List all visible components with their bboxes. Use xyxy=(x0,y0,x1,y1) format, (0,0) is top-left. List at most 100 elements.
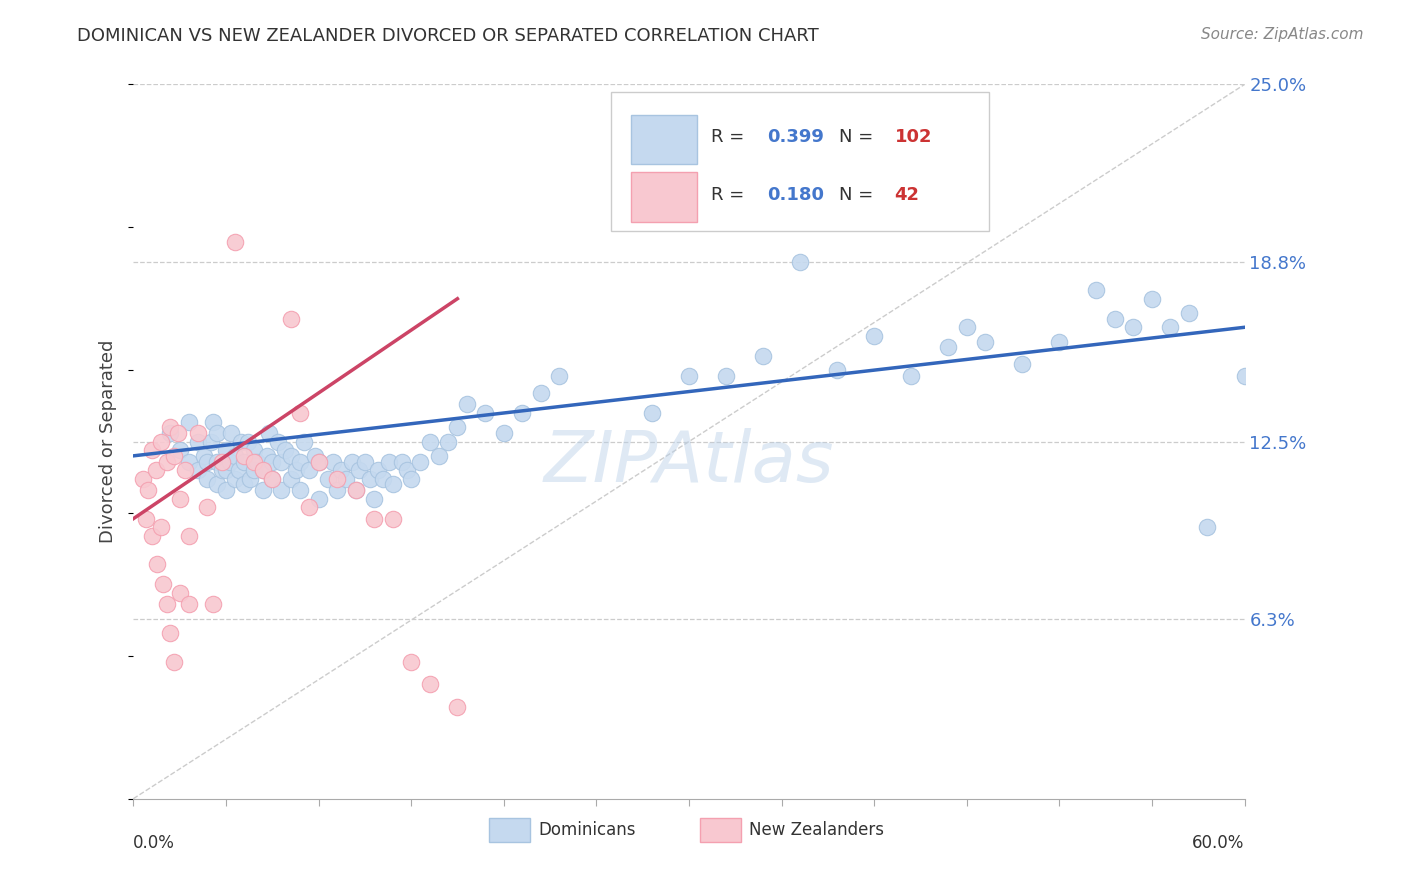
Text: ZIPAtlas: ZIPAtlas xyxy=(544,428,834,498)
Point xyxy=(396,463,419,477)
Point xyxy=(936,340,959,354)
Point xyxy=(156,598,179,612)
Point xyxy=(150,434,173,449)
Point xyxy=(136,483,159,497)
Point xyxy=(270,454,292,468)
Point xyxy=(150,520,173,534)
Point xyxy=(256,449,278,463)
Point xyxy=(292,434,315,449)
Text: R =: R = xyxy=(711,186,751,204)
Point xyxy=(239,472,262,486)
Point xyxy=(1085,283,1108,297)
Point xyxy=(363,491,385,506)
Point xyxy=(335,472,357,486)
Text: 0.399: 0.399 xyxy=(766,128,824,145)
Point xyxy=(308,454,330,468)
Point xyxy=(378,454,401,468)
Point xyxy=(187,434,209,449)
Point xyxy=(163,655,186,669)
Point xyxy=(288,406,311,420)
Point xyxy=(456,397,478,411)
Point xyxy=(205,425,228,440)
Point xyxy=(825,363,848,377)
Text: 60.0%: 60.0% xyxy=(1192,834,1244,853)
Point xyxy=(770,192,793,206)
Point xyxy=(363,512,385,526)
Y-axis label: Divorced or Separated: Divorced or Separated xyxy=(100,340,117,543)
Point xyxy=(752,349,775,363)
Point xyxy=(257,425,280,440)
Point xyxy=(304,449,326,463)
Point xyxy=(163,449,186,463)
Point xyxy=(789,254,811,268)
Point xyxy=(177,598,200,612)
Point xyxy=(224,472,246,486)
Point xyxy=(221,425,243,440)
Point xyxy=(169,586,191,600)
Point xyxy=(242,454,264,468)
Point xyxy=(359,472,381,486)
FancyBboxPatch shape xyxy=(612,92,988,231)
Point xyxy=(1047,334,1070,349)
Point xyxy=(714,368,737,383)
Point xyxy=(326,472,349,486)
Point xyxy=(228,463,250,477)
Point xyxy=(956,320,979,334)
Text: 102: 102 xyxy=(894,128,932,145)
Point xyxy=(159,425,181,440)
FancyBboxPatch shape xyxy=(631,115,697,164)
Point xyxy=(322,454,344,468)
Point xyxy=(193,449,215,463)
Point xyxy=(326,483,349,497)
Point xyxy=(177,415,200,429)
Point xyxy=(252,483,274,497)
Point xyxy=(344,483,367,497)
Point xyxy=(262,472,284,486)
Point xyxy=(280,472,302,486)
Point xyxy=(316,472,339,486)
Point xyxy=(288,454,311,468)
Point xyxy=(200,434,222,449)
Point xyxy=(285,463,308,477)
Point xyxy=(174,463,197,477)
Point xyxy=(446,700,468,714)
Point xyxy=(340,454,363,468)
Point xyxy=(215,443,238,458)
Point xyxy=(215,463,238,477)
Point xyxy=(437,434,460,449)
Point xyxy=(141,529,163,543)
Point xyxy=(145,463,167,477)
Text: 42: 42 xyxy=(894,186,920,204)
Point xyxy=(197,454,219,468)
Point xyxy=(205,454,228,468)
Point xyxy=(381,512,404,526)
Point xyxy=(169,443,191,458)
Point xyxy=(308,491,330,506)
Text: N =: N = xyxy=(839,186,879,204)
Point xyxy=(205,477,228,491)
Point xyxy=(863,329,886,343)
Point xyxy=(678,368,700,383)
Text: R =: R = xyxy=(711,128,751,145)
Point xyxy=(419,677,441,691)
Point xyxy=(391,454,413,468)
Point xyxy=(974,334,997,349)
Point xyxy=(201,598,224,612)
Point xyxy=(1140,292,1163,306)
Point xyxy=(262,472,284,486)
Point xyxy=(344,483,367,497)
Point xyxy=(187,463,209,477)
Point xyxy=(156,454,179,468)
Point xyxy=(280,311,302,326)
Point xyxy=(1178,306,1201,320)
Point xyxy=(298,500,321,515)
Point xyxy=(246,454,269,468)
Text: 0.0%: 0.0% xyxy=(134,834,176,853)
Point xyxy=(270,483,292,497)
Point xyxy=(399,655,422,669)
Point xyxy=(530,386,553,401)
Point xyxy=(1159,320,1181,334)
Point xyxy=(141,443,163,458)
Point xyxy=(233,449,256,463)
Point xyxy=(233,477,256,491)
